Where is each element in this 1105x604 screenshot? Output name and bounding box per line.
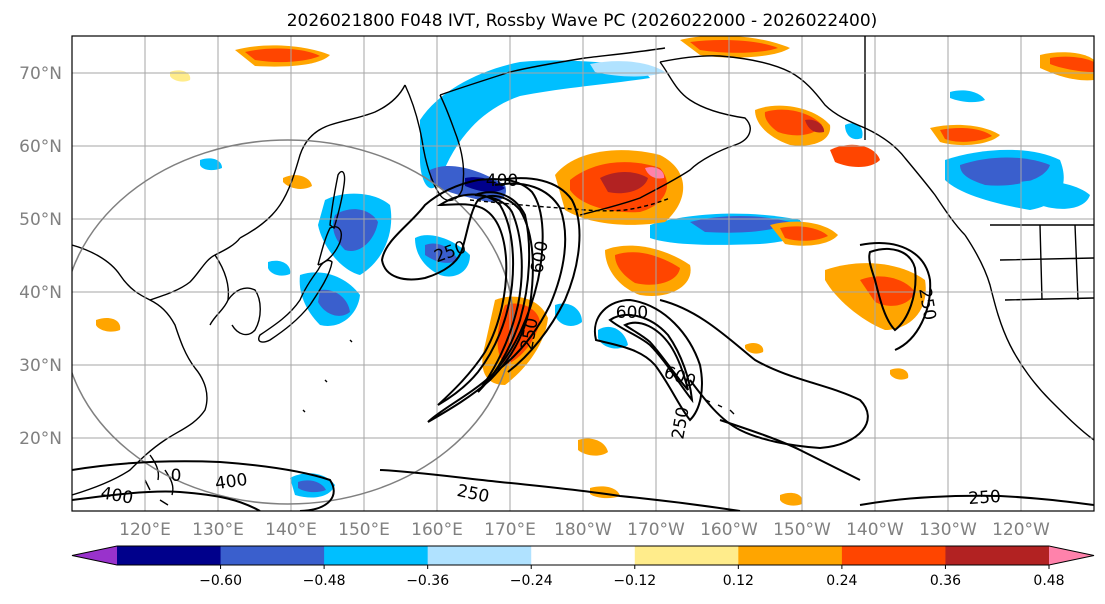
colorbar-tick-label: −0.36 — [406, 573, 449, 589]
colorbar-extend-low — [72, 546, 117, 565]
map-panel: 400 250 600 250 600 600 250 250 0 400 40… — [71, 35, 1095, 512]
lon-label: 170°W — [627, 520, 685, 540]
figure-title: 2026021800 F048 IVT, Rossby Wave PC (202… — [287, 11, 878, 31]
colorbar-swatch — [841, 546, 946, 565]
lon-label: 170°E — [484, 520, 536, 540]
colorbar-swatch — [427, 546, 532, 565]
colorbar: −0.60 −0.48 −0.36 −0.24 −0.12 0.12 0.24 0.36 0.4… — [71, 545, 1095, 589]
lon-label: 130°E — [192, 520, 244, 540]
colorbar-tick-label: −0.48 — [303, 573, 346, 589]
colorbar-tick-label: 0.36 — [930, 573, 961, 589]
lon-label: 120°E — [119, 520, 171, 540]
lon-label: 140°W — [846, 520, 904, 540]
contour-label: 0 — [171, 466, 182, 486]
colorbar-tick-label: −0.60 — [199, 573, 242, 589]
colorbar-tick-label: 0.12 — [723, 573, 754, 589]
longitude-labels: 120°E 130°E 140°E 150°E 160°E 170°E 180°… — [119, 520, 1050, 540]
lon-label: 160°W — [700, 520, 758, 540]
colorbar-tick-label: 0.24 — [826, 573, 857, 589]
lat-label: 50°N — [19, 210, 62, 230]
lon-label: 120°W — [992, 520, 1050, 540]
colorbar-tick-label: −0.24 — [510, 573, 553, 589]
colorbar-swatch — [220, 546, 325, 565]
lon-label: 160°E — [411, 520, 463, 540]
lat-label: 20°N — [19, 429, 62, 449]
ivt-contours — [72, 177, 1094, 511]
colorbar-extend-high — [1049, 546, 1094, 565]
colorbar-swatch — [117, 546, 222, 565]
contour-label: 400 — [486, 171, 518, 191]
latitude-labels: 70°N 60°N 50°N 40°N 30°N 20°N — [19, 64, 62, 449]
lon-label: 130°W — [919, 520, 977, 540]
lat-label: 40°N — [19, 283, 62, 303]
colorbar-swatch — [531, 546, 636, 565]
lon-label: 150°W — [773, 520, 831, 540]
lat-label: 30°N — [19, 356, 62, 376]
colorbar-swatch — [324, 546, 429, 565]
map-frame — [71, 35, 1095, 512]
lat-label: 70°N — [19, 64, 62, 84]
contour-label: 250 — [968, 487, 1002, 509]
colorbar-swatch — [945, 546, 1050, 565]
contour-label: 400 — [214, 470, 249, 494]
colorbar-outline — [71, 545, 1095, 566]
colorbar-swatch — [634, 546, 739, 565]
colorbar-tick-label: 0.48 — [1033, 573, 1064, 589]
lat-label: 60°N — [19, 137, 62, 157]
gridlines — [72, 36, 1094, 511]
colorbar-tick-label: −0.12 — [613, 573, 656, 589]
colorbar-swatch — [738, 546, 843, 565]
coastlines — [72, 36, 1094, 506]
lon-label: 140°E — [265, 520, 317, 540]
lon-label: 150°E — [338, 520, 390, 540]
lon-label: 180°W — [554, 520, 612, 540]
contour-label: 600 — [616, 303, 648, 323]
